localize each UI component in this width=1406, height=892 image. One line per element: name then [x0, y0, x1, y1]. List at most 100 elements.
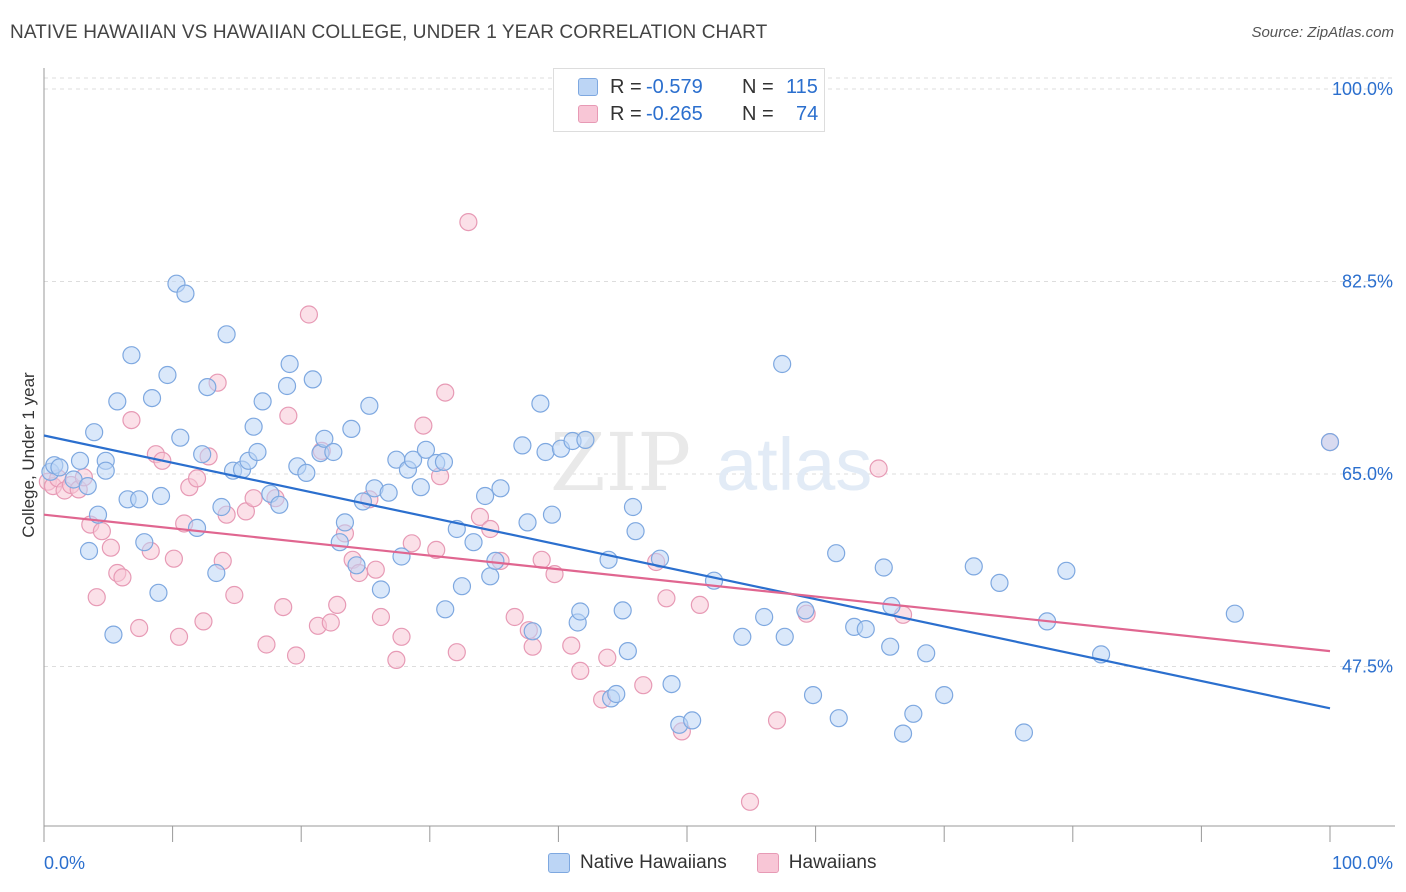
data-point — [78, 477, 97, 496]
data-point — [217, 325, 236, 344]
r-value: -0.579 — [646, 75, 703, 98]
data-point — [360, 396, 379, 415]
legend-row-native-hawaiians: R = -0.579 N = 115 — [578, 74, 818, 100]
native-hawaiians-points — [41, 274, 1340, 743]
data-point — [881, 637, 900, 656]
legend-item-hawaiians: Hawaiians — [756, 852, 877, 874]
n-label: N = — [742, 75, 774, 98]
n-value: 74 — [796, 102, 819, 125]
data-point — [248, 442, 267, 462]
data-point — [187, 518, 207, 538]
trend-line-blue — [43, 434, 1331, 710]
data-point — [917, 644, 936, 663]
data-point — [803, 685, 823, 705]
data-point — [447, 643, 466, 662]
data-point — [767, 711, 787, 730]
data-point — [402, 534, 421, 553]
data-point — [244, 417, 263, 436]
y-tick-label: 65.0% — [1342, 464, 1393, 484]
data-point — [403, 450, 423, 469]
data-point — [459, 213, 478, 232]
data-point — [827, 544, 846, 563]
data-point — [297, 463, 316, 482]
data-point — [96, 461, 115, 480]
data-point — [436, 600, 455, 619]
data-point — [101, 538, 120, 557]
data-point — [198, 378, 217, 397]
trend-line-pink — [43, 513, 1331, 653]
data-point — [935, 685, 954, 705]
data-point — [416, 440, 436, 459]
data-point — [342, 419, 361, 438]
data-point — [347, 556, 366, 575]
data-point — [491, 479, 510, 498]
r-label: R = — [610, 75, 642, 98]
data-point — [662, 674, 681, 694]
axes — [43, 68, 1395, 842]
data-point — [452, 577, 472, 596]
data-point — [964, 557, 983, 576]
data-point — [796, 601, 815, 620]
r-label: R = — [610, 102, 642, 125]
data-point — [464, 533, 483, 552]
data-point — [193, 445, 212, 464]
legend-item-native-hawaiians: Native Hawaiians — [548, 852, 727, 874]
data-point — [277, 376, 297, 396]
data-point — [475, 486, 495, 506]
data-point — [411, 478, 430, 497]
r-value: -0.265 — [646, 102, 703, 125]
watermark-atlas: atlas — [716, 423, 872, 506]
data-point — [70, 451, 90, 470]
data-point — [87, 588, 106, 607]
data-point — [874, 558, 893, 577]
data-point — [542, 505, 562, 524]
data-point — [613, 601, 632, 620]
data-point — [536, 442, 555, 462]
y-axis-label: College, Under 1 year — [19, 372, 38, 538]
data-point — [470, 507, 490, 527]
series-legend: Native Hawaiians Hawaiians — [548, 852, 906, 874]
data-point — [904, 704, 923, 723]
data-point — [130, 618, 149, 638]
data-point — [414, 416, 433, 435]
legend-label: Hawaiians — [788, 852, 877, 873]
trend-lines — [43, 434, 1331, 710]
data-point — [176, 284, 195, 303]
data-point — [379, 483, 398, 502]
data-point — [122, 346, 141, 365]
data-point — [207, 563, 226, 583]
data-point — [130, 490, 149, 509]
data-point — [626, 522, 645, 541]
data-point — [299, 305, 319, 324]
watermark: ZIP atlas — [550, 416, 872, 509]
data-point — [571, 602, 590, 621]
data-point — [280, 354, 299, 374]
legend-label: Native Hawaiians — [580, 852, 727, 873]
n-label: N = — [742, 102, 774, 125]
data-point — [270, 495, 289, 514]
data-point — [225, 585, 244, 605]
data-point — [371, 607, 391, 627]
data-point — [657, 589, 676, 608]
data-point — [990, 573, 1009, 593]
data-point — [607, 684, 626, 704]
y-tick-label: 100.0% — [1332, 79, 1393, 99]
axis-labels: 100.0% 82.5% 65.0% 47.5% 0.0% 100.0% College, … — [19, 79, 1393, 873]
data-point — [683, 711, 702, 730]
data-point — [634, 676, 653, 695]
data-point — [279, 406, 298, 425]
data-point — [513, 436, 532, 455]
data-point — [164, 549, 183, 568]
data-point — [108, 392, 127, 411]
data-point — [286, 646, 306, 665]
data-point — [387, 650, 406, 670]
data-point — [104, 625, 123, 644]
data-point — [253, 392, 272, 411]
data-point — [328, 595, 347, 615]
data-point — [531, 394, 550, 413]
data-point — [856, 619, 875, 639]
source-label: Source: ZipAtlas.com — [1251, 24, 1394, 41]
data-point — [244, 489, 263, 508]
data-point — [92, 522, 111, 541]
